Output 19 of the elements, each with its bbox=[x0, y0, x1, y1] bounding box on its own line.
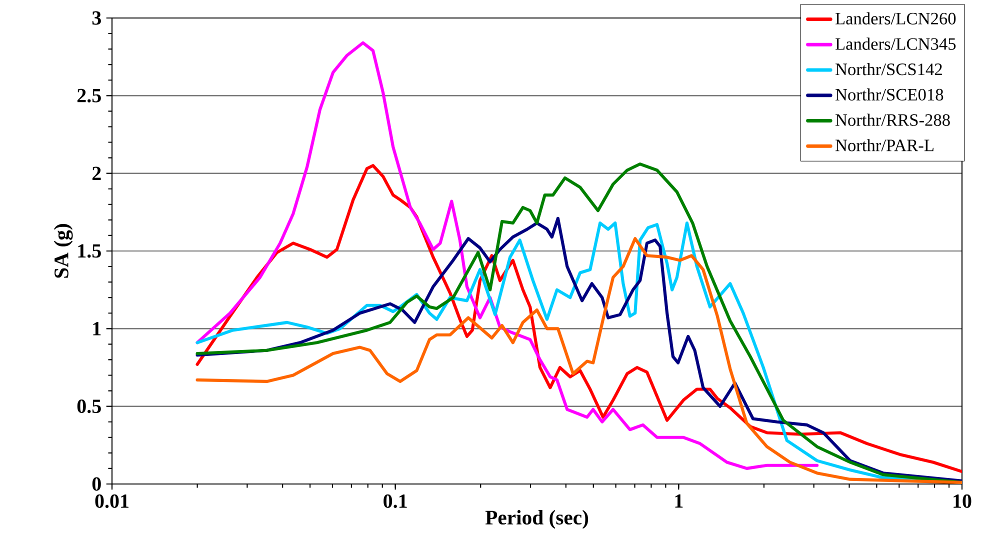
y-tick-label: 1 bbox=[93, 322, 101, 336]
y-tick-label: 2.5 bbox=[77, 88, 101, 102]
x-tick-label: 0.1 bbox=[384, 494, 407, 508]
y-tick-label: 0 bbox=[92, 477, 101, 491]
legend-label: Northr/SCS142 bbox=[835, 63, 942, 76]
y-tick-label: 0.5 bbox=[77, 400, 101, 414]
legend-label: Landers/LCN260 bbox=[835, 12, 956, 24]
y-tick-label: 2 bbox=[92, 166, 101, 180]
legend-label: Landers/LCN345 bbox=[835, 38, 956, 50]
x-tick-label: 10 bbox=[954, 494, 972, 508]
x-axis-title: Period (sec) bbox=[485, 510, 588, 529]
y-tick-label: 3 bbox=[92, 11, 101, 25]
legend-label: Northr/PAR-L bbox=[835, 139, 934, 152]
y-axis-title: SA (g) bbox=[54, 224, 73, 278]
x-tick-label: 0.01 bbox=[95, 494, 128, 508]
x-tick-label: 1 bbox=[675, 494, 683, 508]
legend-label: Northr/RRS-288 bbox=[835, 114, 950, 126]
y-tick-label: 1.5 bbox=[78, 244, 101, 258]
legend-label: Northr/SCE018 bbox=[835, 88, 944, 101]
